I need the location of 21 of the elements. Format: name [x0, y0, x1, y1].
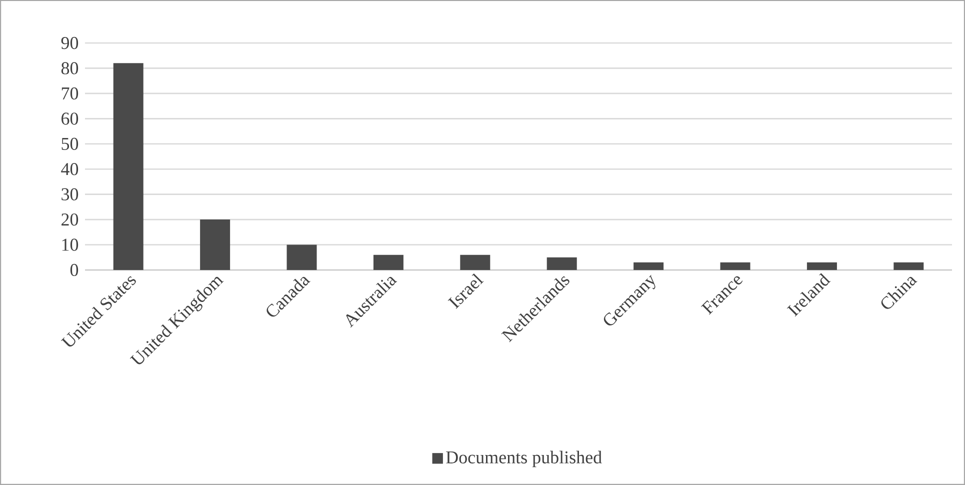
- legend-label: Documents published: [446, 450, 602, 468]
- bar: [546, 257, 577, 270]
- y-tick-label: 70: [62, 87, 78, 100]
- y-tick-label: 60: [62, 112, 78, 125]
- y-tick-label: 90: [61, 36, 78, 50]
- bar: [113, 63, 144, 270]
- bar: [460, 254, 490, 270]
- y-tick-label: 10: [62, 238, 78, 251]
- y-tick-label: 80: [61, 62, 78, 74]
- y-tick-label: 40: [61, 163, 78, 176]
- y-tick-label: 20: [62, 213, 78, 226]
- y-tick-label: 0: [70, 264, 78, 276]
- bar: [373, 254, 404, 270]
- bar: [806, 262, 837, 270]
- y-tick-label: 50: [62, 138, 78, 150]
- bar: [200, 220, 230, 270]
- y-tick-label: 30: [62, 188, 78, 200]
- bar: [720, 262, 750, 270]
- bar: [894, 262, 924, 270]
- bar: [634, 262, 664, 270]
- bar: [286, 244, 317, 270]
